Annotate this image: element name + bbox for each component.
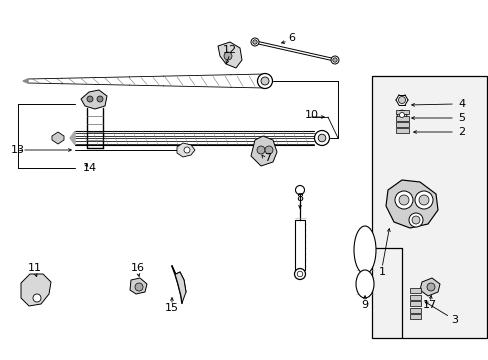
Bar (395, 128, 407, 133)
Circle shape (264, 146, 272, 154)
Circle shape (261, 77, 268, 85)
Polygon shape (419, 278, 439, 296)
Bar (395, 109, 407, 114)
Bar (294, 220, 305, 270)
Circle shape (224, 52, 231, 60)
Polygon shape (163, 76, 197, 86)
Text: 4: 4 (458, 99, 465, 109)
Polygon shape (385, 180, 437, 228)
Circle shape (295, 185, 304, 194)
Text: 16: 16 (131, 263, 145, 273)
Circle shape (257, 73, 272, 89)
Circle shape (414, 191, 432, 209)
Bar (408, 301, 420, 306)
Polygon shape (28, 78, 61, 84)
Polygon shape (177, 143, 195, 157)
Circle shape (297, 271, 302, 277)
Bar (408, 294, 420, 300)
Circle shape (396, 110, 406, 120)
Polygon shape (231, 74, 264, 88)
Text: 8: 8 (296, 193, 303, 203)
Circle shape (398, 96, 405, 104)
Polygon shape (21, 274, 51, 306)
Polygon shape (52, 132, 64, 144)
Circle shape (135, 283, 142, 291)
Circle shape (257, 146, 264, 154)
Circle shape (330, 56, 338, 64)
Circle shape (183, 147, 190, 153)
Bar (408, 288, 420, 293)
Polygon shape (96, 77, 129, 85)
Circle shape (426, 283, 434, 291)
Circle shape (408, 213, 422, 227)
Polygon shape (218, 42, 242, 68)
Polygon shape (197, 75, 231, 87)
Bar (395, 122, 407, 127)
Bar (371, 76, 486, 338)
Text: 10: 10 (305, 110, 318, 120)
Text: 3: 3 (450, 315, 458, 325)
Polygon shape (61, 77, 96, 85)
Polygon shape (129, 76, 163, 86)
Polygon shape (130, 278, 147, 294)
Text: 5: 5 (458, 113, 465, 123)
Text: 12: 12 (223, 45, 237, 55)
Text: 14: 14 (83, 163, 97, 173)
Polygon shape (250, 136, 276, 166)
Bar (408, 307, 420, 312)
Circle shape (318, 134, 325, 142)
Text: 11: 11 (28, 263, 42, 273)
Text: 6: 6 (288, 33, 295, 43)
Polygon shape (23, 79, 28, 83)
Polygon shape (70, 131, 75, 145)
Circle shape (411, 216, 419, 224)
Ellipse shape (355, 270, 373, 298)
Circle shape (398, 195, 408, 205)
Circle shape (314, 131, 329, 145)
Text: 13: 13 (11, 145, 25, 155)
Text: 7: 7 (264, 153, 271, 163)
Text: 15: 15 (164, 303, 179, 313)
Circle shape (252, 40, 257, 44)
Circle shape (87, 96, 93, 102)
Circle shape (399, 112, 404, 117)
Text: 2: 2 (458, 127, 465, 137)
Bar (395, 116, 407, 121)
Text: 1: 1 (378, 267, 385, 277)
Text: 9: 9 (361, 300, 368, 310)
Circle shape (33, 294, 41, 302)
Polygon shape (81, 90, 107, 109)
Circle shape (97, 96, 103, 102)
Circle shape (418, 195, 428, 205)
Circle shape (294, 269, 305, 279)
Circle shape (394, 191, 412, 209)
Polygon shape (172, 266, 185, 303)
Circle shape (332, 58, 337, 62)
Bar (408, 314, 420, 319)
Circle shape (250, 38, 259, 46)
Text: 17: 17 (422, 300, 436, 310)
Ellipse shape (353, 226, 375, 274)
